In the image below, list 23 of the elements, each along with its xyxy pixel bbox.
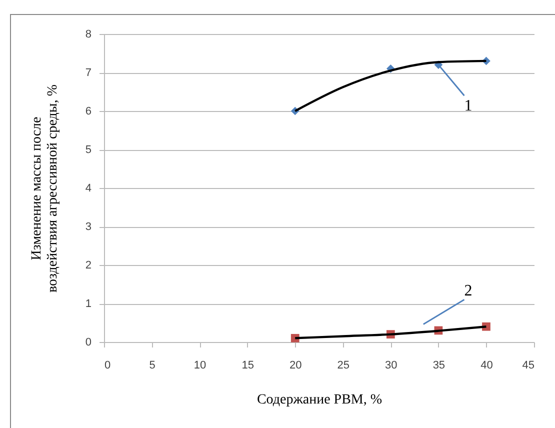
x-tick-label: 35	[432, 360, 446, 372]
y-tick-label: 6	[85, 106, 92, 118]
x-tick-label: 10	[194, 360, 206, 372]
x-axis-title: Содержание PBM, %	[256, 392, 382, 408]
y-tick-label: 1	[85, 298, 92, 310]
annotation: 2	[464, 282, 472, 300]
y-tick-label: 5	[85, 144, 92, 156]
x-tick-label: 45	[522, 360, 534, 372]
y-tick-label: 4	[85, 182, 92, 194]
x-tick-label: 0	[104, 360, 111, 372]
y-tick-label: 7	[85, 67, 92, 79]
x-tick-label: 40	[480, 360, 493, 372]
x-tick-label: 5	[149, 360, 156, 372]
y-tick-label: 3	[85, 221, 92, 233]
y-axis-title: Изменение массы после воздействия агрессивной среды, %	[29, 84, 60, 292]
x-tick-label: 30	[385, 360, 398, 372]
x-tick-label: 20	[289, 360, 302, 372]
x-tick-label: 25	[337, 360, 350, 372]
x-tick-label: 15	[242, 360, 254, 372]
y-tick-label: 8	[85, 28, 92, 40]
y-tick-label: 0	[85, 336, 92, 348]
annotation: 1	[464, 98, 472, 115]
y-tick-label: 2	[85, 260, 92, 272]
